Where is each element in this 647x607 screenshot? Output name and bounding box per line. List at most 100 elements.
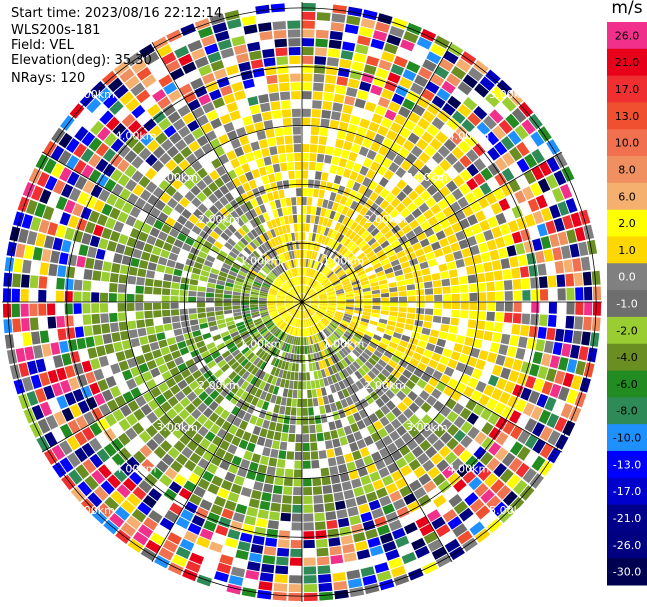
radar-gate xyxy=(326,218,333,228)
radar-gate xyxy=(315,285,323,292)
radar-gate xyxy=(285,298,294,301)
radar-gate xyxy=(185,560,201,574)
radar-gate xyxy=(305,310,309,318)
radar-gate xyxy=(174,203,185,214)
radar-gate xyxy=(394,269,404,277)
radar-gate xyxy=(346,328,355,335)
radar-gate xyxy=(361,259,370,267)
radar-gate xyxy=(293,268,297,277)
radar-gate xyxy=(189,247,200,256)
radar-gate xyxy=(271,348,278,357)
radar-gate xyxy=(559,183,573,200)
radar-gate xyxy=(350,320,359,327)
radar-gate xyxy=(302,285,305,294)
radar-gate xyxy=(302,407,308,416)
radar-gate xyxy=(390,63,405,76)
radar-gate xyxy=(239,135,250,146)
radar-gate xyxy=(179,296,188,302)
radar-gate xyxy=(447,333,457,342)
radar-gate xyxy=(295,179,302,188)
radar-gate xyxy=(310,300,319,302)
radar-gate xyxy=(148,509,163,524)
radar-gate xyxy=(524,418,538,433)
radar-gate xyxy=(277,414,285,424)
radar-gate xyxy=(277,145,286,154)
radar-gate xyxy=(384,329,394,336)
radar-gate xyxy=(475,359,486,371)
radar-gate xyxy=(67,254,78,267)
radar-gate xyxy=(316,12,331,22)
radar-gate xyxy=(310,295,318,299)
radar-gate xyxy=(104,496,119,512)
radar-gate xyxy=(394,114,407,126)
radar-gate xyxy=(184,191,196,202)
radar-gate xyxy=(288,592,302,602)
radar-gate xyxy=(160,249,170,259)
radar-gate xyxy=(178,53,193,67)
radar-gate xyxy=(254,226,262,236)
radar-gate xyxy=(89,453,104,469)
radar-gate xyxy=(398,291,407,297)
radar-gate xyxy=(258,224,266,234)
radar-gate xyxy=(184,166,196,178)
radar-gate xyxy=(319,405,326,415)
radar-gate xyxy=(441,80,456,95)
radar-gate xyxy=(364,384,374,394)
radar-gate xyxy=(349,363,357,373)
radar-gate xyxy=(276,340,282,349)
radar-gate xyxy=(304,250,308,259)
radar-gate xyxy=(176,232,187,242)
elevation-label: Elevation(deg): 35.30 xyxy=(11,53,152,68)
radar-gate xyxy=(361,364,371,374)
radar-gate xyxy=(291,197,297,206)
radar-gate xyxy=(158,363,169,374)
radar-gate xyxy=(302,354,306,363)
radar-gate xyxy=(119,91,135,106)
radar-gate xyxy=(147,334,158,343)
radar-gate xyxy=(130,387,142,399)
radar-gate xyxy=(285,197,292,207)
radar-gate xyxy=(473,172,486,186)
radar-gate xyxy=(74,447,88,463)
radar-gate xyxy=(322,217,329,227)
radar-gate xyxy=(304,310,308,319)
radar-gate xyxy=(346,240,355,250)
radar-gate xyxy=(81,426,95,441)
radar-gate xyxy=(144,473,158,487)
radar-gate xyxy=(323,377,329,387)
radar-gate xyxy=(30,185,44,201)
radar-gate xyxy=(188,313,198,320)
radar-gate xyxy=(434,65,450,80)
radar-gate xyxy=(218,271,228,278)
radar-gate xyxy=(539,426,553,442)
radar-gate xyxy=(255,236,264,245)
radar-gate xyxy=(408,190,419,201)
radar-gate xyxy=(206,512,220,524)
radar-gate xyxy=(272,190,280,200)
radar-gate xyxy=(319,304,328,308)
radar-gate xyxy=(261,329,270,337)
radar-gate xyxy=(467,356,478,368)
radar-gate xyxy=(198,317,208,324)
radar-gate xyxy=(321,172,329,182)
radar-gate xyxy=(235,398,245,409)
radar-gate xyxy=(109,153,123,168)
radar-gate xyxy=(346,461,357,472)
radar-gate xyxy=(396,179,407,190)
colorbar-swatch xyxy=(607,504,647,532)
radar-gate xyxy=(232,417,242,428)
radar-gate xyxy=(292,287,298,295)
radar-gate xyxy=(132,248,143,259)
radar-gate xyxy=(395,322,405,329)
radar-gate xyxy=(271,258,278,267)
radar-gate xyxy=(323,431,332,441)
radar-gate xyxy=(321,318,329,325)
radar-gate xyxy=(491,259,502,271)
radar-gate xyxy=(124,164,137,178)
radar-gate xyxy=(235,388,245,398)
radar-gate xyxy=(286,260,291,270)
radar-gate xyxy=(397,317,406,324)
colorbar-swatch xyxy=(607,236,647,264)
radar-gate xyxy=(464,191,477,204)
radar-gate xyxy=(431,95,446,109)
